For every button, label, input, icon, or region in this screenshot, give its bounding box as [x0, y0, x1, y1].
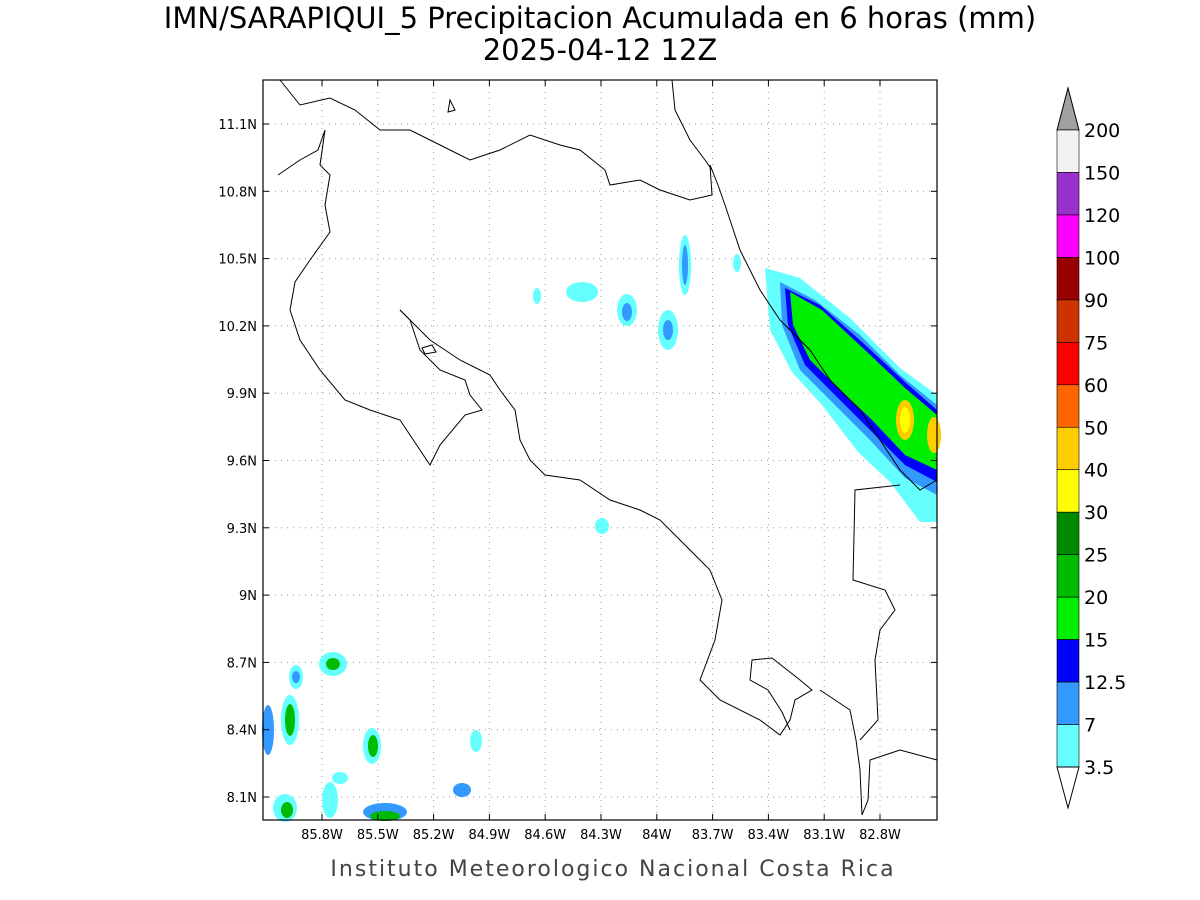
colorbar-label: 3.5 [1084, 757, 1114, 779]
colorbar-label: 25 [1084, 545, 1108, 567]
colorbar-label: 100 [1084, 247, 1120, 269]
coastlines [277, 79, 938, 816]
lon-label: 84.9W [468, 828, 510, 843]
lat-label: 9.3N [227, 522, 257, 537]
colorbar-label: 20 [1084, 587, 1108, 609]
lat-label: 8.4N [227, 724, 257, 739]
colorbar-label: 12.5 [1084, 672, 1126, 694]
lat-label: 10.5N [218, 253, 257, 268]
colorbar-segment [1056, 511, 1080, 555]
subtitle: 2025-04-12 12Z [483, 33, 718, 67]
colorbar-label: 60 [1084, 375, 1108, 397]
lon-label: 84.3W [580, 828, 622, 843]
colorbar-segment [1056, 214, 1080, 258]
lat-label: 9.6N [227, 455, 257, 470]
colorbar-label: 200 [1084, 120, 1120, 142]
title: IMN/SARAPIQUI_5 Precipitacion Acumulada … [164, 1, 1036, 35]
colorbar-segment [1056, 384, 1080, 428]
colorbar-segment [1056, 299, 1080, 343]
lon-label: 84.6W [524, 828, 566, 843]
colorbar-label: 7 [1084, 715, 1096, 737]
lat-label: 8.1N [227, 791, 257, 806]
colorbar-segment [1056, 724, 1080, 768]
colorbar-segment [1056, 639, 1080, 683]
lon-label: 85.5W [357, 828, 399, 843]
colorbar-segment [1056, 554, 1080, 598]
colorbar-segment [1056, 129, 1080, 173]
colorbar-label: 15 [1084, 630, 1108, 652]
grid [263, 80, 937, 820]
lat-label: 10.2N [218, 320, 257, 335]
lat-label: 8.7N [227, 656, 257, 671]
colorbar-segment [1056, 342, 1080, 386]
colorbar-label: 75 [1084, 332, 1108, 354]
map-frame [262, 79, 938, 821]
colorbar-over [1056, 86, 1080, 131]
colorbar-label: 40 [1084, 460, 1108, 482]
ticks: 11.1N 10.8N 10.5N 10.2N 9.9N 9.6N 9.3N 9N 8.7N 8.… [218, 80, 937, 843]
colorbar-label: 120 [1084, 205, 1120, 227]
lon-label: 83.1W [803, 828, 845, 843]
lon-label: 83.7W [692, 828, 734, 843]
colorbar-segment [1056, 257, 1080, 301]
lon-label: 82.8W [859, 828, 901, 843]
footer: Instituto Meteorologico Nacional Costa R… [330, 857, 895, 882]
lon-label: 84W [642, 828, 672, 843]
lat-label: 10.8N [218, 185, 257, 200]
colorbar-label: 150 [1084, 162, 1120, 184]
colorbar-under [1056, 766, 1080, 810]
colorbar-segment [1056, 596, 1080, 640]
colorbar-segment [1056, 426, 1080, 471]
lon-label: 85.8W [301, 828, 343, 843]
colorbar-label: 50 [1084, 417, 1108, 439]
lon-label: 83.4W [747, 828, 789, 843]
precipitation [262, 235, 941, 822]
colorbar-segment [1056, 172, 1080, 216]
lat-label: 11.1N [218, 118, 257, 133]
lon-label: 85.2W [413, 828, 455, 843]
colorbar-label: 30 [1084, 502, 1108, 524]
colorbar: 200 150 120 100 90 75 60 50 40 30 25 20 15 12.5 7 3.5 [1056, 86, 1126, 810]
colorbar-label: 90 [1084, 290, 1108, 312]
lat-label: 9N [239, 589, 257, 604]
colorbar-segment [1056, 469, 1080, 513]
colorbar-segment [1056, 681, 1080, 725]
lat-label: 9.9N [227, 387, 257, 402]
